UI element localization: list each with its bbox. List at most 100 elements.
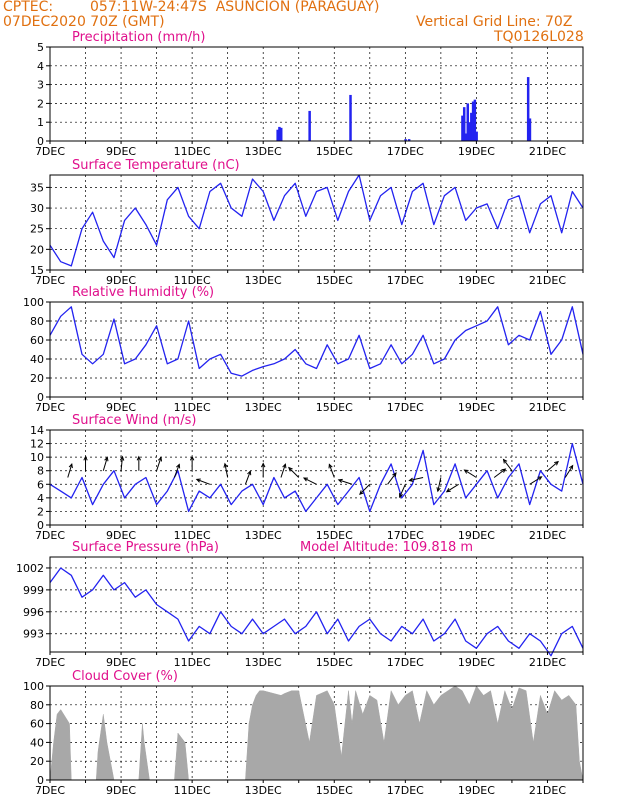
precip-bar [404,139,407,141]
x-tick-label: 17DEC [387,274,424,287]
x-tick-label: 19DEC [458,401,495,414]
wind-arrow-shaft [244,471,251,485]
x-tick-label: 15DEC [316,529,353,542]
wind-arrow-head [104,456,109,462]
y-tick-label: 60 [30,334,44,347]
x-tick-label: 17DEC [387,656,424,669]
precip-bar [279,127,283,141]
panel-title: Surface Temperature (nC) [72,158,240,173]
precip-bar [470,112,473,141]
wind-arrow-head [337,478,343,484]
wind-arrow-shaft [359,483,371,495]
wind-arrow-head [436,487,441,493]
panel-frame [49,174,584,271]
wind-arrow-head [68,462,73,469]
x-tick-label: 9DEC [106,656,136,669]
header-source: CPTEC: [3,0,54,15]
wind-arrow-head [189,455,195,461]
x-tick-label: 21DEC [529,529,566,542]
x-tick-label: 11DEC [174,529,211,542]
x-tick-label: 15DEC [316,401,353,414]
x-tick-label: 7DEC [35,656,65,669]
y-tick-label: 12 [30,438,44,451]
header-run-id: TQ0126L028 [494,29,584,45]
y-tick-label: 2 [37,97,44,110]
y-tick-label: 996 [23,606,44,619]
y-tick-label: 5 [37,41,44,54]
wind-arrow-shaft [288,467,300,478]
y-tick-label: 1002 [16,562,44,575]
wind-arrow-shaft [224,463,229,478]
y-tick-label: 30 [30,202,44,215]
wind-arrow-shaft [503,459,513,472]
wind-arrow-shaft [173,464,180,478]
precip-bar [471,101,475,141]
x-tick-label: 9DEC [106,274,136,287]
x-tick-label: 11DEC [174,145,211,158]
precip-bar [308,110,311,141]
wind-arrow-head [445,488,451,493]
y-tick-label: 80 [30,699,44,712]
panel-title: Surface Pressure (hPa) [72,540,219,555]
x-tick-label: 7DEC [35,145,65,158]
y-tick-label: 100 [23,680,44,693]
precip-bar [526,77,530,141]
series-line [49,174,584,267]
x-tick-label: 7DEC [35,784,65,797]
x-tick-label: 13DEC [245,145,282,158]
x-tick-label: 15DEC [316,145,353,158]
x-tick-label: 13DEC [245,401,282,414]
wind-arrow-shaft [437,477,442,492]
y-tick-label: 2 [37,505,44,518]
x-tick-label: 19DEC [458,529,495,542]
y-tick-label: 0 [37,135,44,148]
x-tick-label: 7DEC [35,274,65,287]
x-tick-label: 9DEC [106,401,136,414]
y-tick-label: 35 [30,181,44,194]
wind-arrow-head [119,455,125,461]
panel-frame [49,301,584,398]
x-tick-label: 15DEC [316,656,353,669]
wind-arrow-shaft [280,464,286,478]
wind-arrow-head [136,455,142,461]
wind-arrow-head [554,460,559,466]
x-tick-label: 15DEC [316,274,353,287]
y-tick-label: 4 [37,492,44,505]
panel-title: Surface Wind (m/s) [72,413,196,428]
wind-arrow-head [463,469,469,474]
x-tick-label: 7DEC [35,401,65,414]
x-tick-label: 11DEC [174,656,211,669]
precip-bar [528,118,532,141]
x-tick-label: 19DEC [458,145,495,158]
wind-arrow-shaft [102,457,108,471]
precip-bar [464,133,468,141]
precip-bar [278,126,281,141]
x-tick-label: 9DEC [106,529,136,542]
x-tick-label: 21DEC [529,401,566,414]
y-tick-label: 60 [30,718,44,731]
x-tick-label: 21DEC [529,274,566,287]
y-tick-label: 8 [37,465,44,478]
y-tick-label: 25 [30,223,44,236]
wind-arrow-head [282,463,287,469]
panel-frame [49,429,584,526]
x-tick-label: 21DEC [529,145,566,158]
x-tick-label: 9DEC [106,784,136,797]
wind-arrow-shaft [446,483,459,493]
header-grid-line: Vertical Grid Line: 70Z [416,14,573,30]
x-tick-label: 17DEC [387,529,424,542]
panel-frame [49,685,584,781]
x-tick-label: 17DEC [387,401,424,414]
header-init-time: 07DEC2020 70Z (GMT) [3,14,165,30]
wind-arrow-shaft [156,457,162,471]
x-tick-label: 19DEC [458,784,495,797]
wind-arrow-head [399,493,404,499]
panel-title: Precipitation (mm/h) [72,30,205,45]
wind-arrow-shaft [120,456,123,471]
y-tick-label: 20 [30,372,44,385]
precip-bar [461,115,464,141]
x-tick-label: 11DEC [174,784,211,797]
x-tick-label: 19DEC [458,274,495,287]
y-tick-label: 1 [37,116,44,129]
wind-arrow-head [195,478,201,483]
